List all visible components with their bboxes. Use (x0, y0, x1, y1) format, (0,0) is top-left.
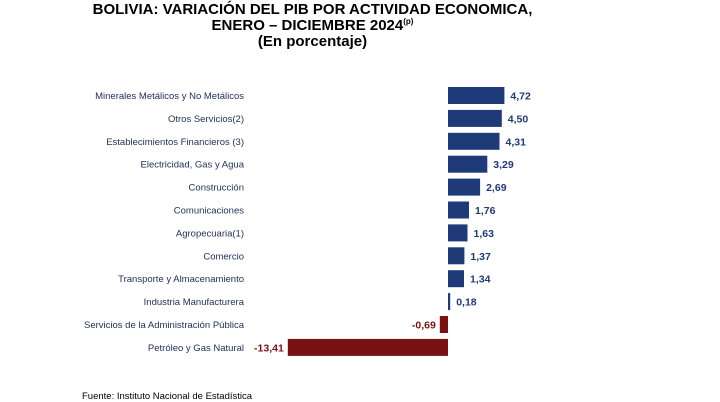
bar (448, 293, 451, 311)
category-label: Petróleo y Gas Natural (148, 343, 244, 354)
bar (448, 224, 468, 242)
value-label: 4,31 (506, 136, 527, 148)
category-label: Comercio (203, 251, 244, 262)
category-label: Comunicaciones (174, 206, 244, 217)
bar (448, 87, 505, 104)
value-label: 0,18 (456, 297, 477, 309)
value-label: 4,50 (508, 113, 529, 125)
category-label: Minerales Metálicos y No Metálicos (95, 91, 244, 102)
bar (448, 201, 469, 219)
value-label: 4,72 (510, 91, 531, 103)
value-label: 3,29 (493, 159, 514, 171)
chart-title-superscript: (p) (403, 17, 414, 26)
category-label: Otros Servicios(2) (168, 114, 244, 125)
bar (448, 247, 465, 265)
chart-title-line-2: ENERO – DICIEMBRE 2024(p) (0, 18, 625, 34)
bar (439, 316, 448, 333)
value-label: 1,37 (470, 251, 491, 263)
category-label: Electricidad, Gas y Agua (141, 160, 245, 171)
category-label: Servicios de la Administración Pública (84, 320, 245, 331)
bar (287, 338, 448, 356)
category-label: Transporte y Almacenamiento (118, 274, 244, 285)
value-label: -0,69 (412, 320, 436, 332)
category-label: Construcción (189, 183, 244, 194)
bar (448, 178, 481, 196)
source-note: Fuente: Instituto Nacional de Estadístic… (82, 391, 253, 402)
value-label: 2,69 (486, 182, 507, 194)
bar (448, 270, 464, 288)
value-label: 1,76 (475, 205, 496, 217)
bar (448, 155, 488, 173)
chart-subtitle: (En porcentaje) (257, 33, 368, 50)
category-label: Industria Manufacturera (144, 297, 245, 308)
category-label: Establecimientos Financieros (3) (106, 137, 244, 148)
bar (448, 109, 502, 127)
value-label: -13,41 (254, 342, 284, 354)
chart-title-block: BOLIVIA: VARIACIÓN DEL PIB POR ACTIVIDAD… (0, 2, 625, 50)
chart-title-line-2-text: ENERO – DICIEMBRE 2024 (211, 17, 404, 34)
value-label: 1,34 (470, 274, 491, 286)
category-label: Agropecuaria(1) (176, 228, 244, 239)
chart-title-line-1: BOLIVIA: VARIACIÓN DEL PIB POR ACTIVIDAD… (92, 1, 533, 18)
value-label: 1,63 (474, 228, 495, 240)
bar (448, 132, 500, 150)
